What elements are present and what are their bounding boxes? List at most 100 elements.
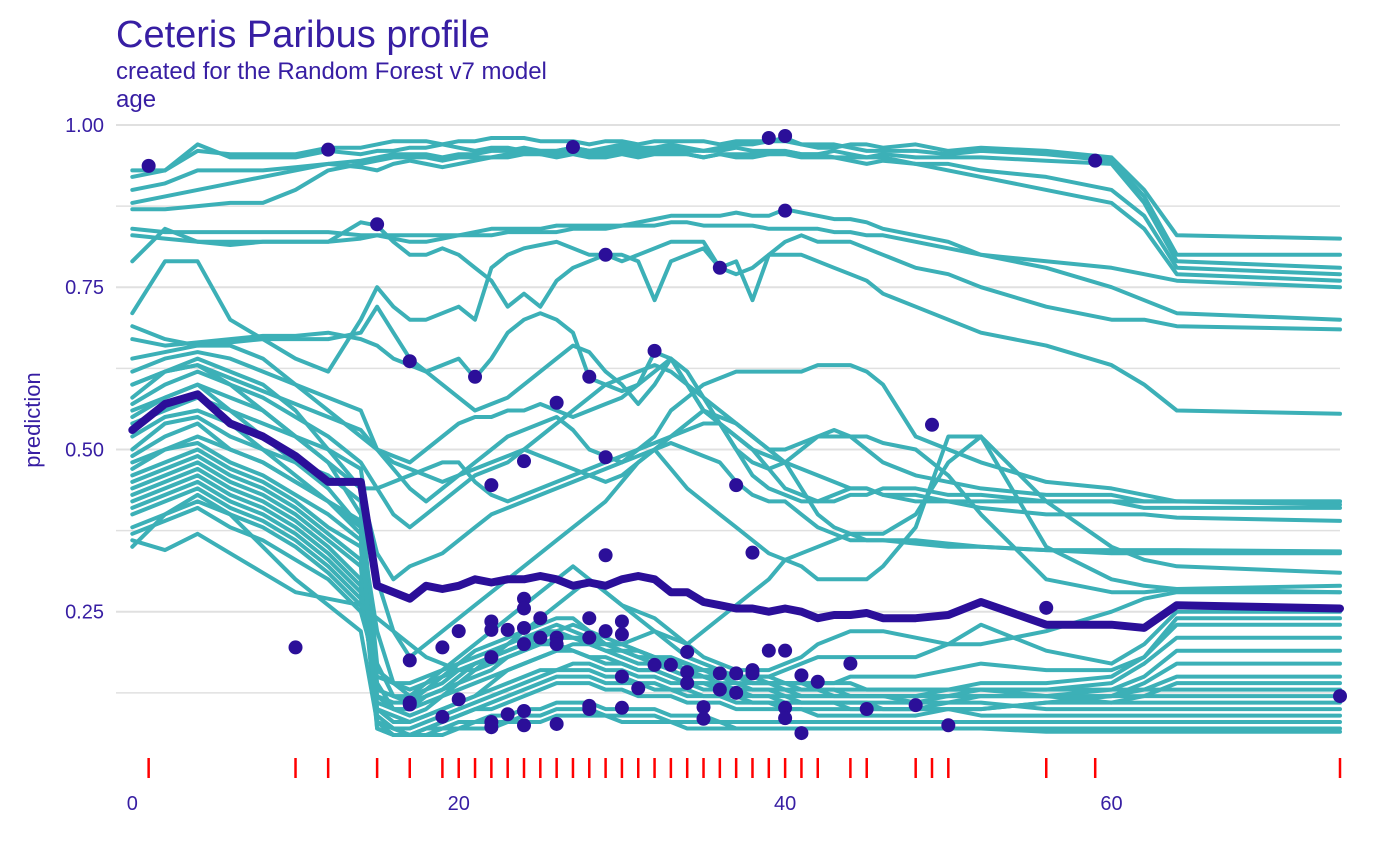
observation-point — [370, 217, 385, 232]
rug-layer — [147, 758, 1342, 778]
observation-point — [484, 650, 499, 665]
profile-line — [130, 363, 1342, 582]
variable-label: age — [116, 86, 157, 113]
profile-line — [130, 505, 1342, 712]
profile-line — [130, 148, 1342, 283]
observation-point — [712, 666, 727, 681]
observation-point — [582, 611, 597, 626]
observation-point — [1039, 600, 1054, 615]
observation-point — [500, 622, 515, 637]
mean-profile-layer — [128, 390, 1344, 632]
observation-points-layer — [141, 129, 1347, 741]
observation-point — [859, 702, 874, 717]
observation-point — [680, 665, 695, 680]
observation-point — [647, 343, 662, 358]
observation-point — [631, 681, 646, 696]
observation-point — [517, 601, 531, 616]
x-tick-label: 40 — [774, 793, 796, 815]
observation-point — [810, 674, 825, 689]
observation-point — [729, 666, 744, 681]
observation-point — [614, 627, 629, 642]
y-tick-label: 1.00 — [65, 115, 104, 137]
y-tick-label: 0.25 — [65, 602, 104, 624]
profile-line — [130, 382, 1342, 737]
observation-point — [402, 354, 417, 369]
chart-title: Ceteris Paribus profile — [116, 14, 490, 56]
observation-point — [843, 656, 858, 671]
observation-point — [484, 622, 499, 637]
observation-point — [549, 637, 564, 652]
observation-point — [712, 260, 727, 275]
observation-point — [598, 548, 613, 563]
observation-point — [517, 620, 531, 635]
x-tick-label: 60 — [1100, 793, 1122, 815]
x-tick-label: 20 — [448, 793, 470, 815]
observation-point — [696, 711, 711, 726]
observation-point — [729, 478, 744, 493]
observation-point — [517, 454, 531, 469]
observation-point — [598, 247, 613, 262]
profile-line — [130, 363, 1342, 556]
observation-point — [680, 644, 695, 659]
profile-line — [130, 239, 1342, 416]
observation-point — [778, 203, 793, 218]
observation-point — [517, 591, 531, 606]
observation-point — [288, 640, 303, 655]
observation-point — [533, 630, 548, 645]
observation-point — [778, 129, 793, 144]
profile-line — [130, 330, 1342, 507]
observation-point — [517, 637, 531, 652]
observation-point — [500, 707, 515, 722]
mean-profile-line — [128, 390, 1344, 632]
observation-point — [745, 666, 760, 681]
profiles-layer — [130, 136, 1342, 737]
observation-point — [680, 676, 695, 691]
observation-point — [941, 718, 956, 733]
observation-point — [712, 682, 727, 697]
profile-line — [130, 356, 1342, 510]
observation-point — [745, 545, 760, 560]
profile-line — [130, 136, 1342, 241]
observation-point — [451, 692, 466, 707]
observation-point — [435, 640, 450, 655]
observation-point — [549, 716, 564, 731]
observation-point — [402, 653, 417, 668]
observation-point — [517, 704, 531, 719]
observation-point — [614, 700, 629, 715]
observation-point — [761, 130, 776, 145]
observation-point — [582, 702, 597, 717]
observation-point — [517, 718, 531, 733]
axes-layer: 0.25 0.50 0.75 1.00 0 20 40 60 prediction — [20, 115, 1123, 815]
observation-point — [484, 720, 499, 735]
observation-point — [321, 142, 336, 157]
observation-point — [778, 700, 793, 715]
observation-point — [484, 478, 499, 493]
observation-point — [598, 624, 613, 639]
observation-point — [598, 450, 613, 465]
observation-point — [908, 698, 923, 713]
x-tick-label: 0 — [127, 793, 138, 815]
profile-line — [130, 207, 1342, 322]
observation-point — [794, 668, 809, 683]
y-axis-title: prediction — [20, 372, 45, 467]
profile-line — [130, 363, 1342, 595]
observation-point — [663, 657, 678, 672]
observation-point — [582, 369, 597, 384]
profile-line — [130, 152, 1342, 277]
observation-point — [565, 140, 580, 155]
observation-point — [729, 685, 744, 700]
y-tick-label: 0.75 — [65, 277, 104, 299]
observation-point — [549, 395, 564, 410]
profile-line — [130, 531, 1342, 718]
observation-point — [533, 611, 548, 626]
observation-point — [468, 369, 483, 384]
y-tick-label: 0.50 — [65, 439, 104, 461]
observation-point — [402, 697, 417, 712]
observation-point — [925, 417, 939, 432]
observation-point — [141, 158, 156, 173]
observation-point — [778, 643, 793, 658]
observation-point — [451, 624, 466, 639]
observation-point — [614, 614, 629, 629]
observation-point — [1088, 153, 1103, 168]
